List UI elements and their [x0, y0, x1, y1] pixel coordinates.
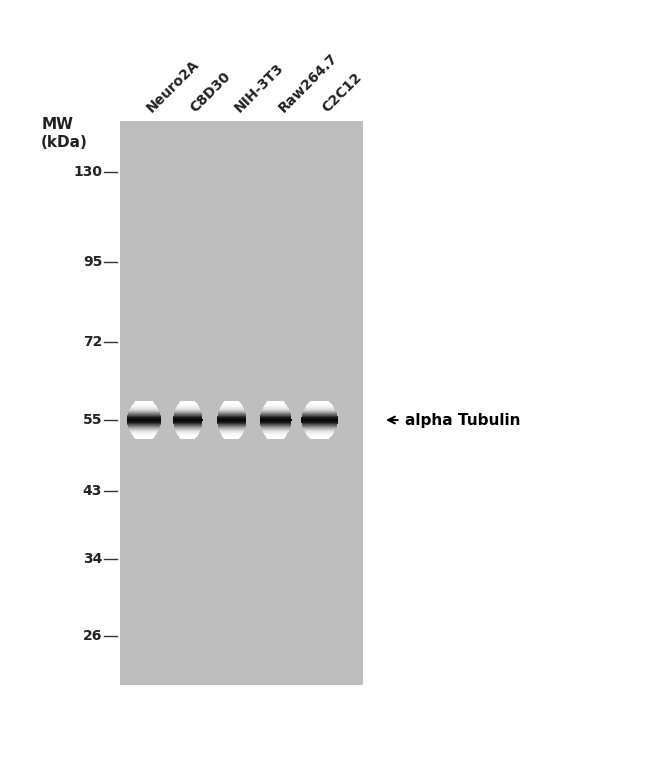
Text: 43: 43	[83, 484, 102, 498]
Text: 72: 72	[83, 336, 102, 350]
Text: 26: 26	[83, 629, 102, 643]
Text: 130: 130	[73, 165, 102, 179]
Text: 55: 55	[83, 413, 102, 427]
Bar	[120, 121, 363, 685]
Text: Neuro2A: Neuro2A	[144, 57, 202, 116]
Text: NIH-3T3: NIH-3T3	[232, 61, 286, 116]
Text: C8D30: C8D30	[188, 70, 233, 116]
Text: MW
(kDa): MW (kDa)	[41, 117, 88, 150]
Text: C2C12: C2C12	[320, 71, 365, 116]
Text: alpha Tubulin: alpha Tubulin	[405, 413, 521, 427]
Text: 95: 95	[83, 256, 102, 270]
Text: 34: 34	[83, 552, 102, 566]
Text: Raw264.7: Raw264.7	[276, 51, 340, 116]
